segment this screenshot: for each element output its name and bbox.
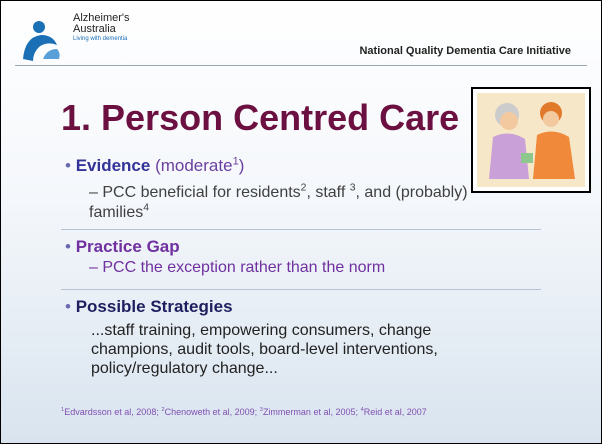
logo-icon (17, 19, 65, 63)
bullet-heading: Practice Gap (76, 237, 180, 256)
slide-title: 1. Person Centred Care (61, 97, 459, 139)
slide: Alzheimer's Australia Living with dement… (0, 0, 602, 444)
sub-bullet: – PCC the exception rather than the norm (89, 259, 385, 277)
sub-text: PCC the exception rather than the norm (102, 259, 385, 276)
divider (61, 229, 541, 230)
bullet-heading: Possible Strategies (76, 297, 233, 316)
sub-bullet: – PCC beneficial for residents2, staff 3… (89, 183, 494, 223)
logo-tagline: Living with dementia (73, 35, 130, 43)
bullet: • Practice Gap (65, 237, 180, 257)
reference: Reid et al, 2007 (364, 407, 427, 417)
bullet: • Possible Strategies (65, 297, 233, 317)
illustration (471, 87, 591, 193)
sub-text: , staff (306, 184, 349, 201)
bullet-note: ) (239, 156, 245, 175)
sub-text: PCC beneficial for residents (102, 184, 300, 201)
reference: Chenoweth et al, 2009; (165, 407, 260, 417)
reference: Zimmerman et al, 2005; (263, 407, 361, 417)
footnote-mark: 4 (143, 203, 149, 214)
bullet: • Evidence (moderate1) (65, 156, 244, 176)
reference: Edvardsson et al, 2008; (64, 407, 161, 417)
strategies-text: ...staff training, empowering consumers,… (91, 321, 511, 378)
bullet-heading: Evidence (76, 156, 151, 175)
bullet-note: (moderate (155, 156, 232, 175)
header-rule (15, 65, 587, 66)
divider (61, 289, 541, 290)
header-text: National Quality Dementia Care Initiativ… (359, 45, 571, 57)
logo-text: Alzheimer's Australia Living with dement… (73, 13, 130, 43)
logo-name: Australia (73, 24, 130, 35)
references: 1Edvardsson et al, 2008; 2Chenoweth et a… (61, 407, 427, 417)
